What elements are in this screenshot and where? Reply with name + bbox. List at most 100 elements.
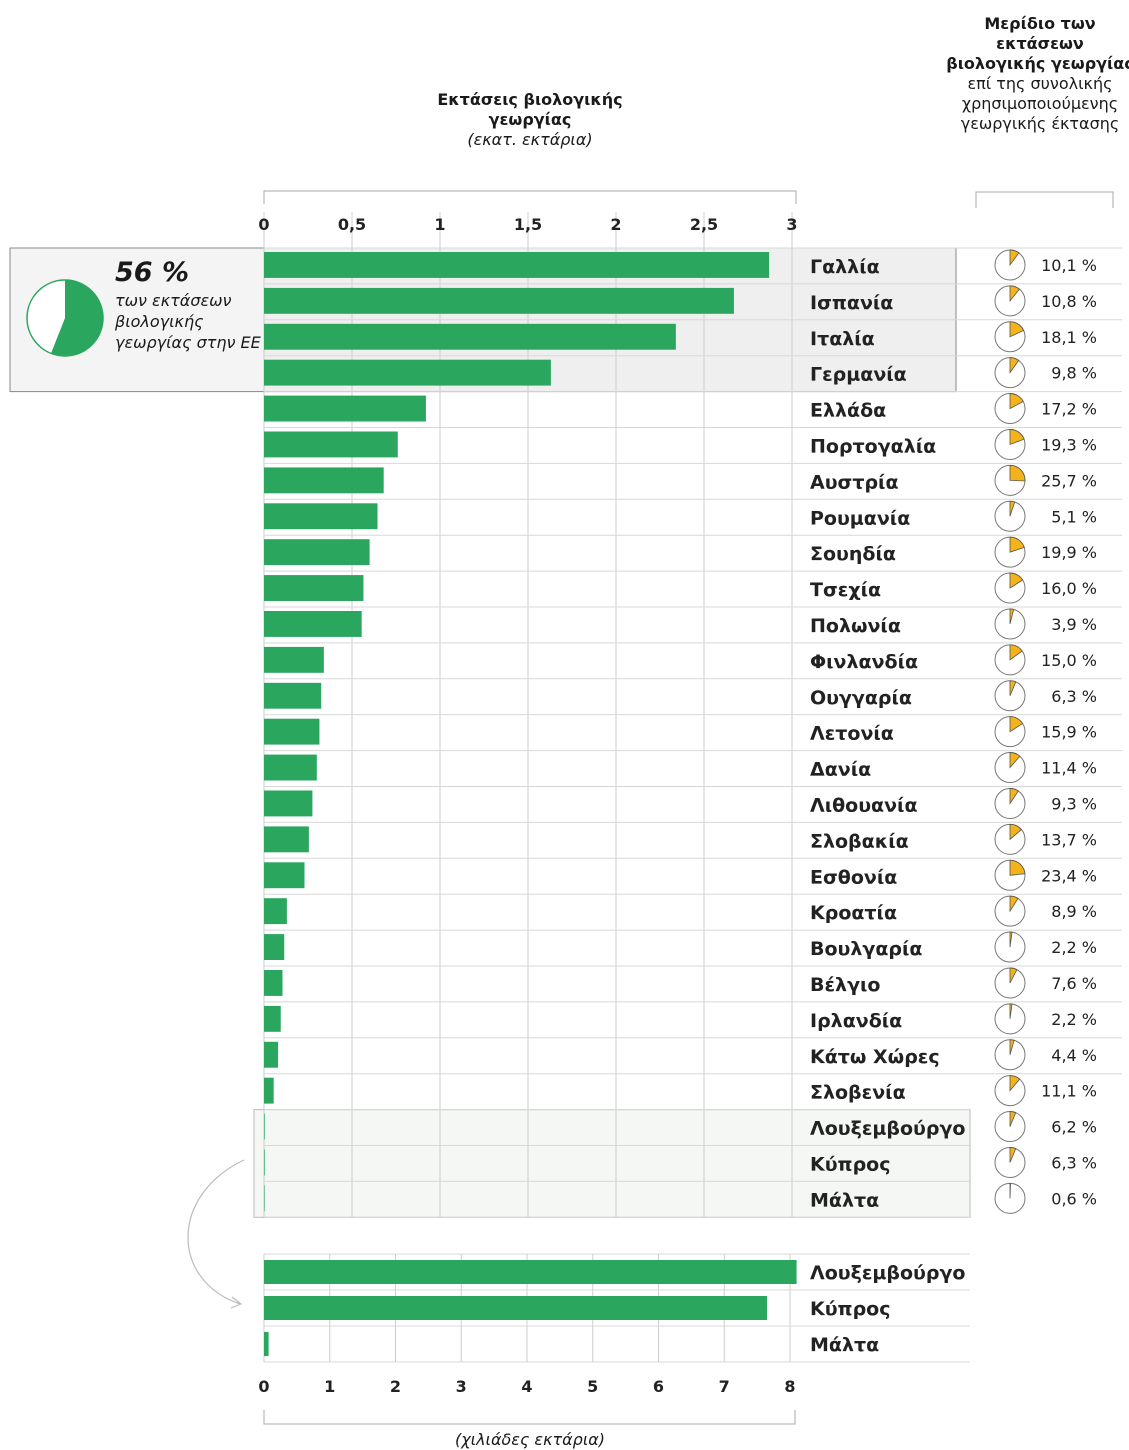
share-pie-slice xyxy=(1009,680,1017,696)
share-bracket xyxy=(975,191,1114,208)
bar-13 xyxy=(264,682,322,709)
share-pie-slice xyxy=(1009,895,1019,913)
share-label: 3,9 % xyxy=(1051,615,1097,634)
share-label: 25,7 % xyxy=(1041,471,1097,490)
share-pie-slice xyxy=(1009,429,1025,446)
share-label: 5,1 % xyxy=(1051,507,1097,526)
share-label: 9,3 % xyxy=(1051,794,1097,813)
share-label: 18,1 % xyxy=(1041,328,1097,347)
bar-18 xyxy=(264,862,305,889)
bar-16 xyxy=(264,790,313,817)
x-tick-label: 2 xyxy=(610,215,621,234)
share-pie-slice xyxy=(1009,321,1025,338)
share-pie-slice xyxy=(1009,249,1020,267)
country-label: Δανία xyxy=(810,759,871,781)
country-label: Αυστρία xyxy=(810,471,899,493)
inset-tick-label: 2 xyxy=(390,1377,401,1396)
inset-bar-1 xyxy=(264,1260,797,1284)
bar-20 xyxy=(264,934,285,960)
share-label: 8,9 % xyxy=(1051,902,1097,921)
bar-25 xyxy=(264,1113,265,1140)
country-label: Κύπρος xyxy=(810,1153,891,1175)
bar-1 xyxy=(264,252,770,278)
chart-title: Εκτάσεις βιολογικής γεωργίας (εκατ. εκτά… xyxy=(430,90,630,150)
bar-2 xyxy=(264,287,734,314)
country-label: Λετονία xyxy=(810,723,894,745)
x-tick-label: 3 xyxy=(786,215,797,234)
bar-21 xyxy=(264,970,283,996)
share-pie-slice xyxy=(1009,859,1026,876)
bar-4 xyxy=(264,359,551,386)
share-label: 6,2 % xyxy=(1051,1118,1097,1137)
bar-23 xyxy=(264,1041,279,1068)
chart-title-text: Εκτάσεις βιολογικής γεωργίας xyxy=(437,90,623,129)
share-title-rest: επί της συνολικής χρησιμοποιούμενης γεωρ… xyxy=(960,74,1120,133)
bar-12 xyxy=(264,646,324,673)
bar-26 xyxy=(264,1149,265,1176)
share-label: 13,7 % xyxy=(1041,830,1097,849)
inset-tick-label: 5 xyxy=(587,1377,598,1396)
inset-tick-label: 6 xyxy=(653,1377,664,1396)
share-label: 11,1 % xyxy=(1041,1082,1097,1101)
arrow-line xyxy=(187,1159,245,1305)
country-label: Γερμανία xyxy=(810,364,907,386)
bar-6 xyxy=(264,431,398,458)
bar-14 xyxy=(264,718,320,745)
share-pie-slice xyxy=(1009,500,1016,517)
country-label: Βουλγαρία xyxy=(810,938,922,960)
share-label: 19,9 % xyxy=(1041,543,1097,562)
inset-tick-label: 4 xyxy=(521,1377,532,1396)
country-label: Φινλανδία xyxy=(810,651,918,673)
country-label: Γαλλία xyxy=(810,256,880,278)
bar-8 xyxy=(264,503,378,530)
share-label: 9,8 % xyxy=(1051,364,1097,383)
inset-tick-label: 8 xyxy=(784,1377,795,1396)
bar-17 xyxy=(264,826,309,853)
share-pie-slice xyxy=(1009,393,1024,410)
inset-tick-label: 1 xyxy=(324,1377,335,1396)
share-pie-slice xyxy=(1009,788,1019,805)
share-title-bold: Μερίδιο των εκτάσεων βιολογικής γεωργίας xyxy=(946,14,1129,73)
title-bracket xyxy=(263,190,797,204)
share-pie-slice xyxy=(1009,752,1021,769)
country-label: Εσθονία xyxy=(810,866,897,888)
share-label: 6,3 % xyxy=(1051,687,1097,706)
share-label: 15,9 % xyxy=(1041,723,1097,742)
country-label: Ρουμανία xyxy=(810,507,910,529)
bar-11 xyxy=(264,611,362,637)
share-label: 17,2 % xyxy=(1041,400,1097,419)
share-pie-slice xyxy=(1009,1075,1021,1092)
share-label: 23,4 % xyxy=(1041,866,1097,885)
eu-share-callout: 56 % των εκτάσεων βιολογικής γεωργίας στ… xyxy=(115,256,265,353)
country-label: Σλοβενία xyxy=(810,1082,906,1104)
share-label: 2,2 % xyxy=(1051,938,1097,957)
inset-axis-unit: (χιλιάδες εκτάρια) xyxy=(454,1430,606,1449)
country-label: Κροατία xyxy=(810,902,897,924)
share-label: 6,3 % xyxy=(1051,1153,1097,1172)
share-label: 0,6 % xyxy=(1051,1189,1097,1208)
country-label: Πορτογαλία xyxy=(810,435,936,457)
inset-tick-label: 7 xyxy=(719,1377,730,1396)
country-label: Μάλτα xyxy=(810,1189,879,1211)
inset-tick-label: 0 xyxy=(258,1377,269,1396)
share-column-title: Μερίδιο των εκτάσεων βιολογικής γεωργίας… xyxy=(945,14,1129,134)
share-label: 15,0 % xyxy=(1041,651,1097,670)
country-label: Κάτω Χώρες xyxy=(810,1046,940,1068)
share-pie-slice xyxy=(1009,716,1024,733)
share-pie-slice xyxy=(1009,1039,1015,1055)
country-label: Σουηδία xyxy=(810,543,896,565)
share-pie-slice xyxy=(1009,644,1023,661)
callout-percent: 56 % xyxy=(115,257,190,288)
callout-text: των εκτάσεων βιολογικής γεωργίας στην ΕΕ xyxy=(115,291,261,352)
inset-bar-3 xyxy=(264,1332,269,1356)
x-tick-label: 0 xyxy=(258,215,269,234)
share-pie-slice xyxy=(1009,1111,1017,1127)
share-label: 10,8 % xyxy=(1041,292,1097,311)
chart-title-unit: (εκατ. εκτάρια) xyxy=(467,130,593,149)
country-label: Λουξεμβούργο xyxy=(810,1118,965,1140)
share-label: 19,3 % xyxy=(1041,435,1097,454)
country-label: Ελλάδα xyxy=(810,400,886,422)
country-label: Λιθουανία xyxy=(810,794,918,816)
share-pie-slice xyxy=(1009,823,1022,841)
